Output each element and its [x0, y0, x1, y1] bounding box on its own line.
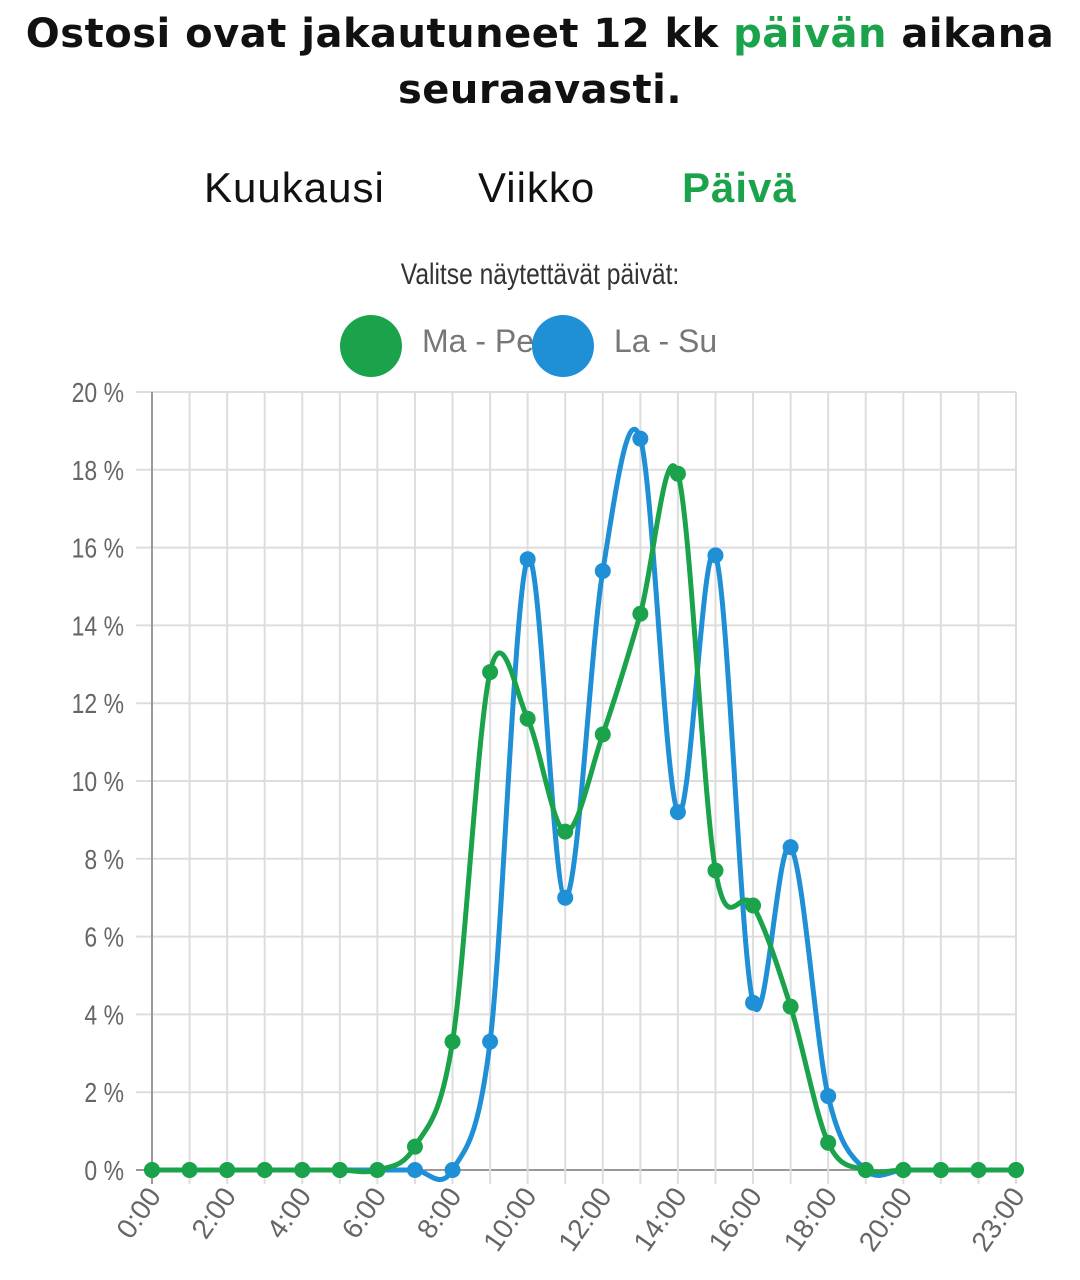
title-text-1: Ostosi ovat jakautuneet 12 kk	[25, 11, 734, 57]
tab-month[interactable]: Kuukausi	[204, 164, 385, 211]
data-point-weekdays	[857, 1162, 874, 1178]
y-tick-label: 10 %	[72, 767, 124, 798]
page-title: Ostosi ovat jakautuneet 12 kk päivän aik…	[0, 6, 1080, 118]
data-point-weekdays	[144, 1162, 160, 1178]
data-point-weekdays	[444, 1033, 461, 1050]
data-point-weekdays	[632, 605, 649, 622]
legend-weekend-swatch	[532, 315, 594, 377]
y-tick-label: 14 %	[72, 611, 124, 642]
y-tick-label: 8 %	[84, 845, 124, 876]
legend-weekend-label: La - Su	[614, 323, 718, 359]
data-point-weekdays	[970, 1162, 987, 1178]
x-tick-label: 20:00	[853, 1182, 919, 1257]
legend-weekdays-label: Ma - Pe	[422, 323, 535, 359]
y-tick-label: 20 %	[72, 378, 124, 409]
data-point-weekdays	[219, 1162, 236, 1178]
legend-weekdays-swatch	[340, 315, 402, 377]
x-tick-label: 16:00	[702, 1182, 768, 1257]
data-point-weekend	[594, 562, 611, 579]
legend-subtitle: Valitse näytettävät päivät:	[400, 258, 680, 291]
data-point-weekdays	[895, 1162, 912, 1178]
x-tick-label: 10:00	[477, 1182, 543, 1257]
data-point-weekend	[557, 889, 574, 906]
data-point-weekdays	[782, 998, 799, 1015]
data-point-weekdays	[669, 465, 686, 482]
title-text-2: aikana seuraavasti.	[397, 11, 1055, 113]
x-tick-label: 14:00	[627, 1182, 693, 1257]
data-point-weekend	[745, 994, 762, 1011]
data-point-weekend	[707, 547, 724, 564]
y-tick-label: 12 %	[72, 689, 124, 720]
data-point-weekend	[820, 1088, 837, 1105]
x-tick-label: 0:00	[110, 1182, 167, 1244]
period-tabs: Kuukausi Viikko Päivä	[0, 160, 1080, 220]
y-tick-label: 16 %	[72, 534, 124, 565]
series-line-weekdays	[152, 463, 1016, 1175]
x-tick-label: 23:00	[965, 1182, 1031, 1257]
data-point-weekdays	[594, 726, 611, 743]
data-point-weekdays	[1008, 1162, 1024, 1178]
x-tick-label: 12:00	[552, 1182, 618, 1257]
tab-week[interactable]: Viikko	[478, 164, 596, 211]
data-point-weekdays	[181, 1162, 198, 1178]
data-point-weekend	[482, 1033, 499, 1050]
data-point-weekend	[669, 804, 686, 821]
data-point-weekdays	[519, 710, 536, 727]
x-tick-label: 8:00	[411, 1182, 468, 1244]
data-point-weekdays	[557, 823, 574, 840]
x-tick-label: 2:00	[185, 1182, 242, 1244]
data-point-weekend	[406, 1162, 423, 1178]
y-tick-label: 2 %	[84, 1078, 124, 1109]
data-point-weekdays	[256, 1162, 273, 1178]
data-point-weekdays	[932, 1162, 949, 1178]
data-point-weekdays	[820, 1134, 837, 1151]
data-point-weekend	[519, 551, 536, 568]
y-tick-label: 18 %	[72, 456, 124, 487]
y-tick-label: 4 %	[84, 1000, 124, 1031]
tab-day[interactable]: Päivä	[682, 164, 797, 211]
x-tick-label: 4:00	[261, 1182, 318, 1244]
data-point-weekdays	[406, 1138, 423, 1155]
title-accent: päivän	[733, 11, 887, 57]
data-point-weekdays	[369, 1162, 386, 1178]
data-point-weekdays	[331, 1162, 348, 1178]
y-tick-label: 6 %	[84, 923, 124, 954]
data-point-weekend	[782, 839, 799, 856]
data-point-weekdays	[707, 862, 724, 879]
x-tick-label: 18:00	[777, 1182, 843, 1257]
data-point-weekdays	[482, 664, 499, 681]
data-point-weekend	[444, 1162, 461, 1178]
data-point-weekdays	[745, 897, 762, 914]
data-point-weekdays	[294, 1162, 311, 1178]
x-tick-label: 6:00	[336, 1182, 393, 1244]
y-tick-label: 0 %	[84, 1156, 124, 1187]
data-point-weekend	[632, 430, 649, 447]
